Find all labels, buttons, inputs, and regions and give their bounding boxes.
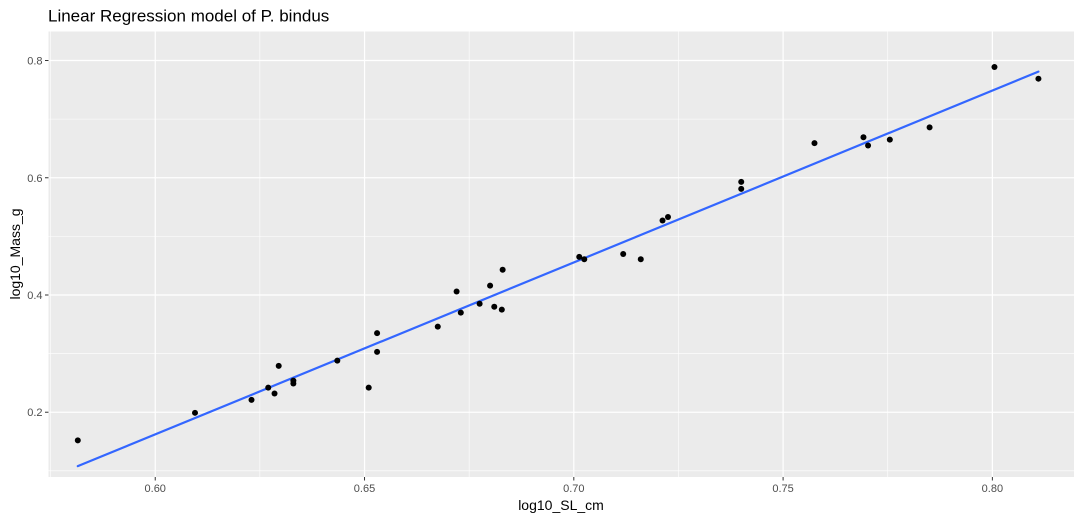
data-point [581,256,588,263]
data-point [738,178,745,185]
data-point [453,288,460,295]
data-point [487,282,494,289]
data-point [865,142,872,149]
plot-panel [48,31,1074,477]
data-point [991,63,998,70]
data-point [374,330,381,337]
data-point [659,217,666,224]
data-point [457,309,464,316]
data-point [620,250,627,257]
data-point [1035,75,1042,82]
data-point [74,437,81,444]
x-tick-label: 0.75 [772,483,793,495]
x-tick-label: 0.80 [982,483,1003,495]
data-point [248,396,255,403]
data-point [926,124,933,131]
x-axis-ticks: 0.60 0.65 0.70 0.75 0.80 [145,477,1003,495]
data-point [576,253,583,260]
data-point [334,357,341,364]
y-tick-label: 0.2 [27,407,42,419]
data-point [265,384,272,391]
data-point [434,323,441,330]
x-tick-label: 0.60 [145,483,166,495]
chart-title: Linear Regression model of P. bindus [48,7,329,26]
data-point [498,306,505,313]
data-point [860,134,867,141]
x-tick-label: 0.65 [354,483,375,495]
data-point [275,362,282,369]
data-points [74,63,1042,444]
data-point [476,300,483,307]
data-point [290,377,297,384]
data-point [192,409,198,416]
regression-line [76,70,1040,468]
y-axis-ticks: 0.2 0.4 0.6 0.8 [27,56,49,419]
regression-line-group [76,70,1040,468]
data-point [811,140,818,147]
data-point [365,384,372,391]
data-point [664,214,671,221]
grid-lines [48,31,1074,477]
x-tick-label: 0.70 [563,483,584,495]
x-axis-title: log10_SL_cm [518,497,604,513]
y-axis-title: log10_Mass_g [7,208,23,299]
data-point [637,256,644,263]
data-point [499,266,506,273]
y-tick-label: 0.6 [27,173,42,185]
data-point [738,185,745,192]
data-point [374,348,381,355]
data-point [886,136,893,143]
data-point [271,390,278,397]
data-point [491,303,498,310]
y-tick-label: 0.8 [27,56,42,68]
y-tick-label: 0.4 [27,290,42,302]
